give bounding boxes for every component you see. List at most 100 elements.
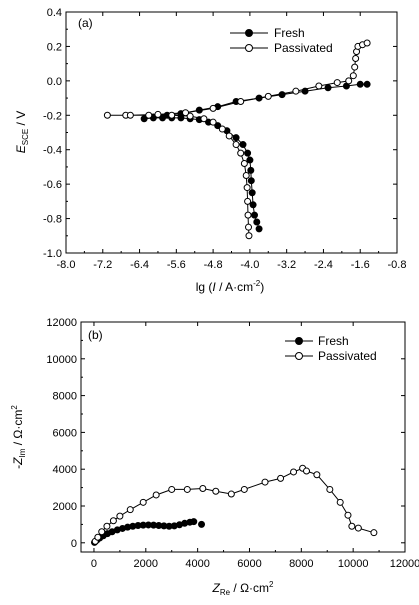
chart-a-fresh-point bbox=[232, 134, 240, 142]
chart-b-panel-label: (b) bbox=[88, 328, 103, 342]
chart-b-passivated-point bbox=[199, 485, 207, 493]
chart-a-passivated-point bbox=[245, 232, 253, 240]
chart-b-ytick-label: 6000 bbox=[53, 427, 77, 439]
chart-b-passivated-point bbox=[126, 506, 134, 514]
chart-a-passivated-point bbox=[218, 125, 226, 133]
chart-b-ytick-label: 2000 bbox=[53, 501, 77, 513]
chart-a-panel-label: (a) bbox=[78, 16, 93, 30]
chart-a-xtick-label: -2.4 bbox=[314, 259, 333, 271]
chart-b-passivated-fit-line bbox=[94, 467, 375, 542]
chart-a-passivated-point bbox=[363, 39, 371, 47]
chart-b-passivated-point bbox=[152, 491, 160, 499]
chart-a-fresh-point bbox=[239, 141, 247, 149]
chart-a-xtick-label: -0.8 bbox=[388, 259, 407, 271]
chart-b-ytick-label: 10000 bbox=[46, 354, 77, 366]
chart-a-fresh-point bbox=[249, 201, 257, 209]
chart-b-passivated-point bbox=[98, 528, 106, 536]
chart-a-passivated-point bbox=[209, 104, 217, 112]
chart-b-passivated-point bbox=[109, 517, 117, 525]
chart-b-legend-passivated-marker bbox=[295, 352, 303, 360]
chart-b-passivated-point bbox=[303, 467, 311, 475]
chart-b-passivated-point bbox=[94, 533, 102, 541]
chart-b-passivated-point bbox=[183, 485, 191, 493]
chart-b-xtick-label: 12000 bbox=[390, 558, 419, 570]
chart-a-xtick-label: -3.2 bbox=[277, 259, 296, 271]
chart-a-passivated-point bbox=[243, 184, 251, 192]
chart-b-passivated-point bbox=[344, 511, 352, 519]
chart-a-passivated-point bbox=[245, 223, 253, 231]
chart-a-fresh-point bbox=[255, 225, 263, 233]
chart-b-xlabel: ZRe / Ω·cm2 bbox=[212, 580, 275, 597]
chart-a-passivated-point bbox=[186, 112, 194, 120]
chart-a-ytick-label: 0.4 bbox=[47, 7, 62, 19]
chart-a-passivated-point bbox=[333, 79, 341, 87]
chart-a-passivated-point bbox=[240, 159, 248, 167]
chart-a-passivated-point bbox=[232, 141, 240, 149]
chart-a-fresh-point bbox=[248, 189, 256, 197]
chart-a-fresh-point bbox=[244, 149, 252, 157]
chart-b-legend-fresh-marker bbox=[295, 337, 303, 345]
chart-b-legend-fresh-label: Fresh bbox=[318, 334, 349, 348]
chart-a-passivated-point bbox=[242, 172, 250, 180]
chart-a-passivated-point bbox=[351, 63, 359, 71]
chart-a-passivated-point bbox=[244, 211, 252, 219]
chart-a-passivated-point bbox=[126, 111, 134, 119]
chart-a-ytick-label: 0.0 bbox=[47, 76, 62, 88]
chart-a-passivated-point bbox=[168, 111, 176, 119]
chart-b-passivated-point bbox=[139, 498, 147, 506]
chart-b: 0 2000 4000 6000 8000 10000 12000 0 2000 4000 6000… bbox=[10, 317, 419, 597]
chart-b-passivated-point bbox=[227, 490, 235, 498]
chart-b-passivated-point bbox=[212, 487, 220, 495]
chart-a-passivated-point bbox=[154, 110, 162, 118]
chart-b-ytick-label: 12000 bbox=[46, 317, 77, 329]
chart-a-passivated-point bbox=[237, 149, 245, 157]
chart-a-xtick-label: -4.0 bbox=[240, 259, 259, 271]
chart-a-fresh-point bbox=[363, 80, 371, 88]
chart-a-passivated-point bbox=[292, 87, 300, 95]
chart-b-passivated-point bbox=[313, 471, 321, 479]
chart-b-passivated-point bbox=[354, 524, 362, 532]
chart-a-passivated-point bbox=[264, 92, 272, 100]
chart-b-xtick-label: 0 bbox=[91, 558, 97, 570]
chart-a-fresh-point bbox=[253, 218, 261, 226]
chart-b-passivated-point bbox=[261, 478, 269, 486]
chart-a-fresh-point bbox=[250, 211, 258, 219]
chart-b-xtick-label: 8000 bbox=[289, 558, 313, 570]
chart-b-passivated-point bbox=[168, 485, 176, 493]
chart-b-xtick-label: 4000 bbox=[185, 558, 209, 570]
chart-a-passivated-point bbox=[352, 54, 360, 62]
chart-a-ytick-label: -0.6 bbox=[43, 179, 62, 191]
chart-a-legend-passivated-label: Passivated bbox=[274, 41, 333, 55]
chart-b-frame bbox=[80, 321, 406, 553]
chart-a-legend: Fresh Passivated bbox=[230, 26, 333, 55]
chart-b-ytick-label: 0 bbox=[71, 538, 77, 550]
chart-a-xtick-label: -5.6 bbox=[167, 259, 186, 271]
chart-a-passivated-point bbox=[182, 109, 190, 117]
chart-a-passivated-point bbox=[209, 118, 217, 126]
chart-b-passivated-point bbox=[116, 512, 124, 520]
chart-a-xtick-label: -7.2 bbox=[93, 259, 112, 271]
chart-b-fresh-point bbox=[190, 518, 198, 526]
chart-a-ylabel: ESCE / V bbox=[14, 111, 30, 153]
chart-b-passivated-point bbox=[348, 522, 356, 530]
chart-a-ytick-label: 0.2 bbox=[47, 41, 62, 53]
chart-a-passivated-point bbox=[345, 77, 353, 85]
chart-a-xtick-label: -8.0 bbox=[57, 259, 76, 271]
chart-a-ytick-label: -0.2 bbox=[43, 110, 62, 122]
chart-a-xtick-label: -1.6 bbox=[351, 259, 370, 271]
chart-a-ytick-label: -0.4 bbox=[43, 145, 62, 157]
chart-b-ticks: 0 2000 4000 6000 8000 10000 12000 0 2000 4000 6000… bbox=[46, 317, 419, 570]
chart-b-passivated-point bbox=[240, 485, 248, 493]
chart-b-fresh-point bbox=[198, 520, 206, 528]
chart-a-fresh-line bbox=[144, 83, 368, 230]
chart-b-passivated-point bbox=[103, 522, 111, 530]
chart-a-xtick-label: -6.4 bbox=[130, 259, 149, 271]
chart-b-passivated-point bbox=[277, 474, 285, 482]
chart-b-legend: Fresh Passivated bbox=[285, 334, 377, 363]
chart-a-fresh-point bbox=[356, 80, 364, 88]
chart-b-series bbox=[90, 464, 378, 546]
chart-a-passivated-point bbox=[145, 111, 153, 119]
chart-b-xtick-label: 6000 bbox=[237, 558, 261, 570]
chart-a-passivated-point bbox=[225, 132, 233, 140]
